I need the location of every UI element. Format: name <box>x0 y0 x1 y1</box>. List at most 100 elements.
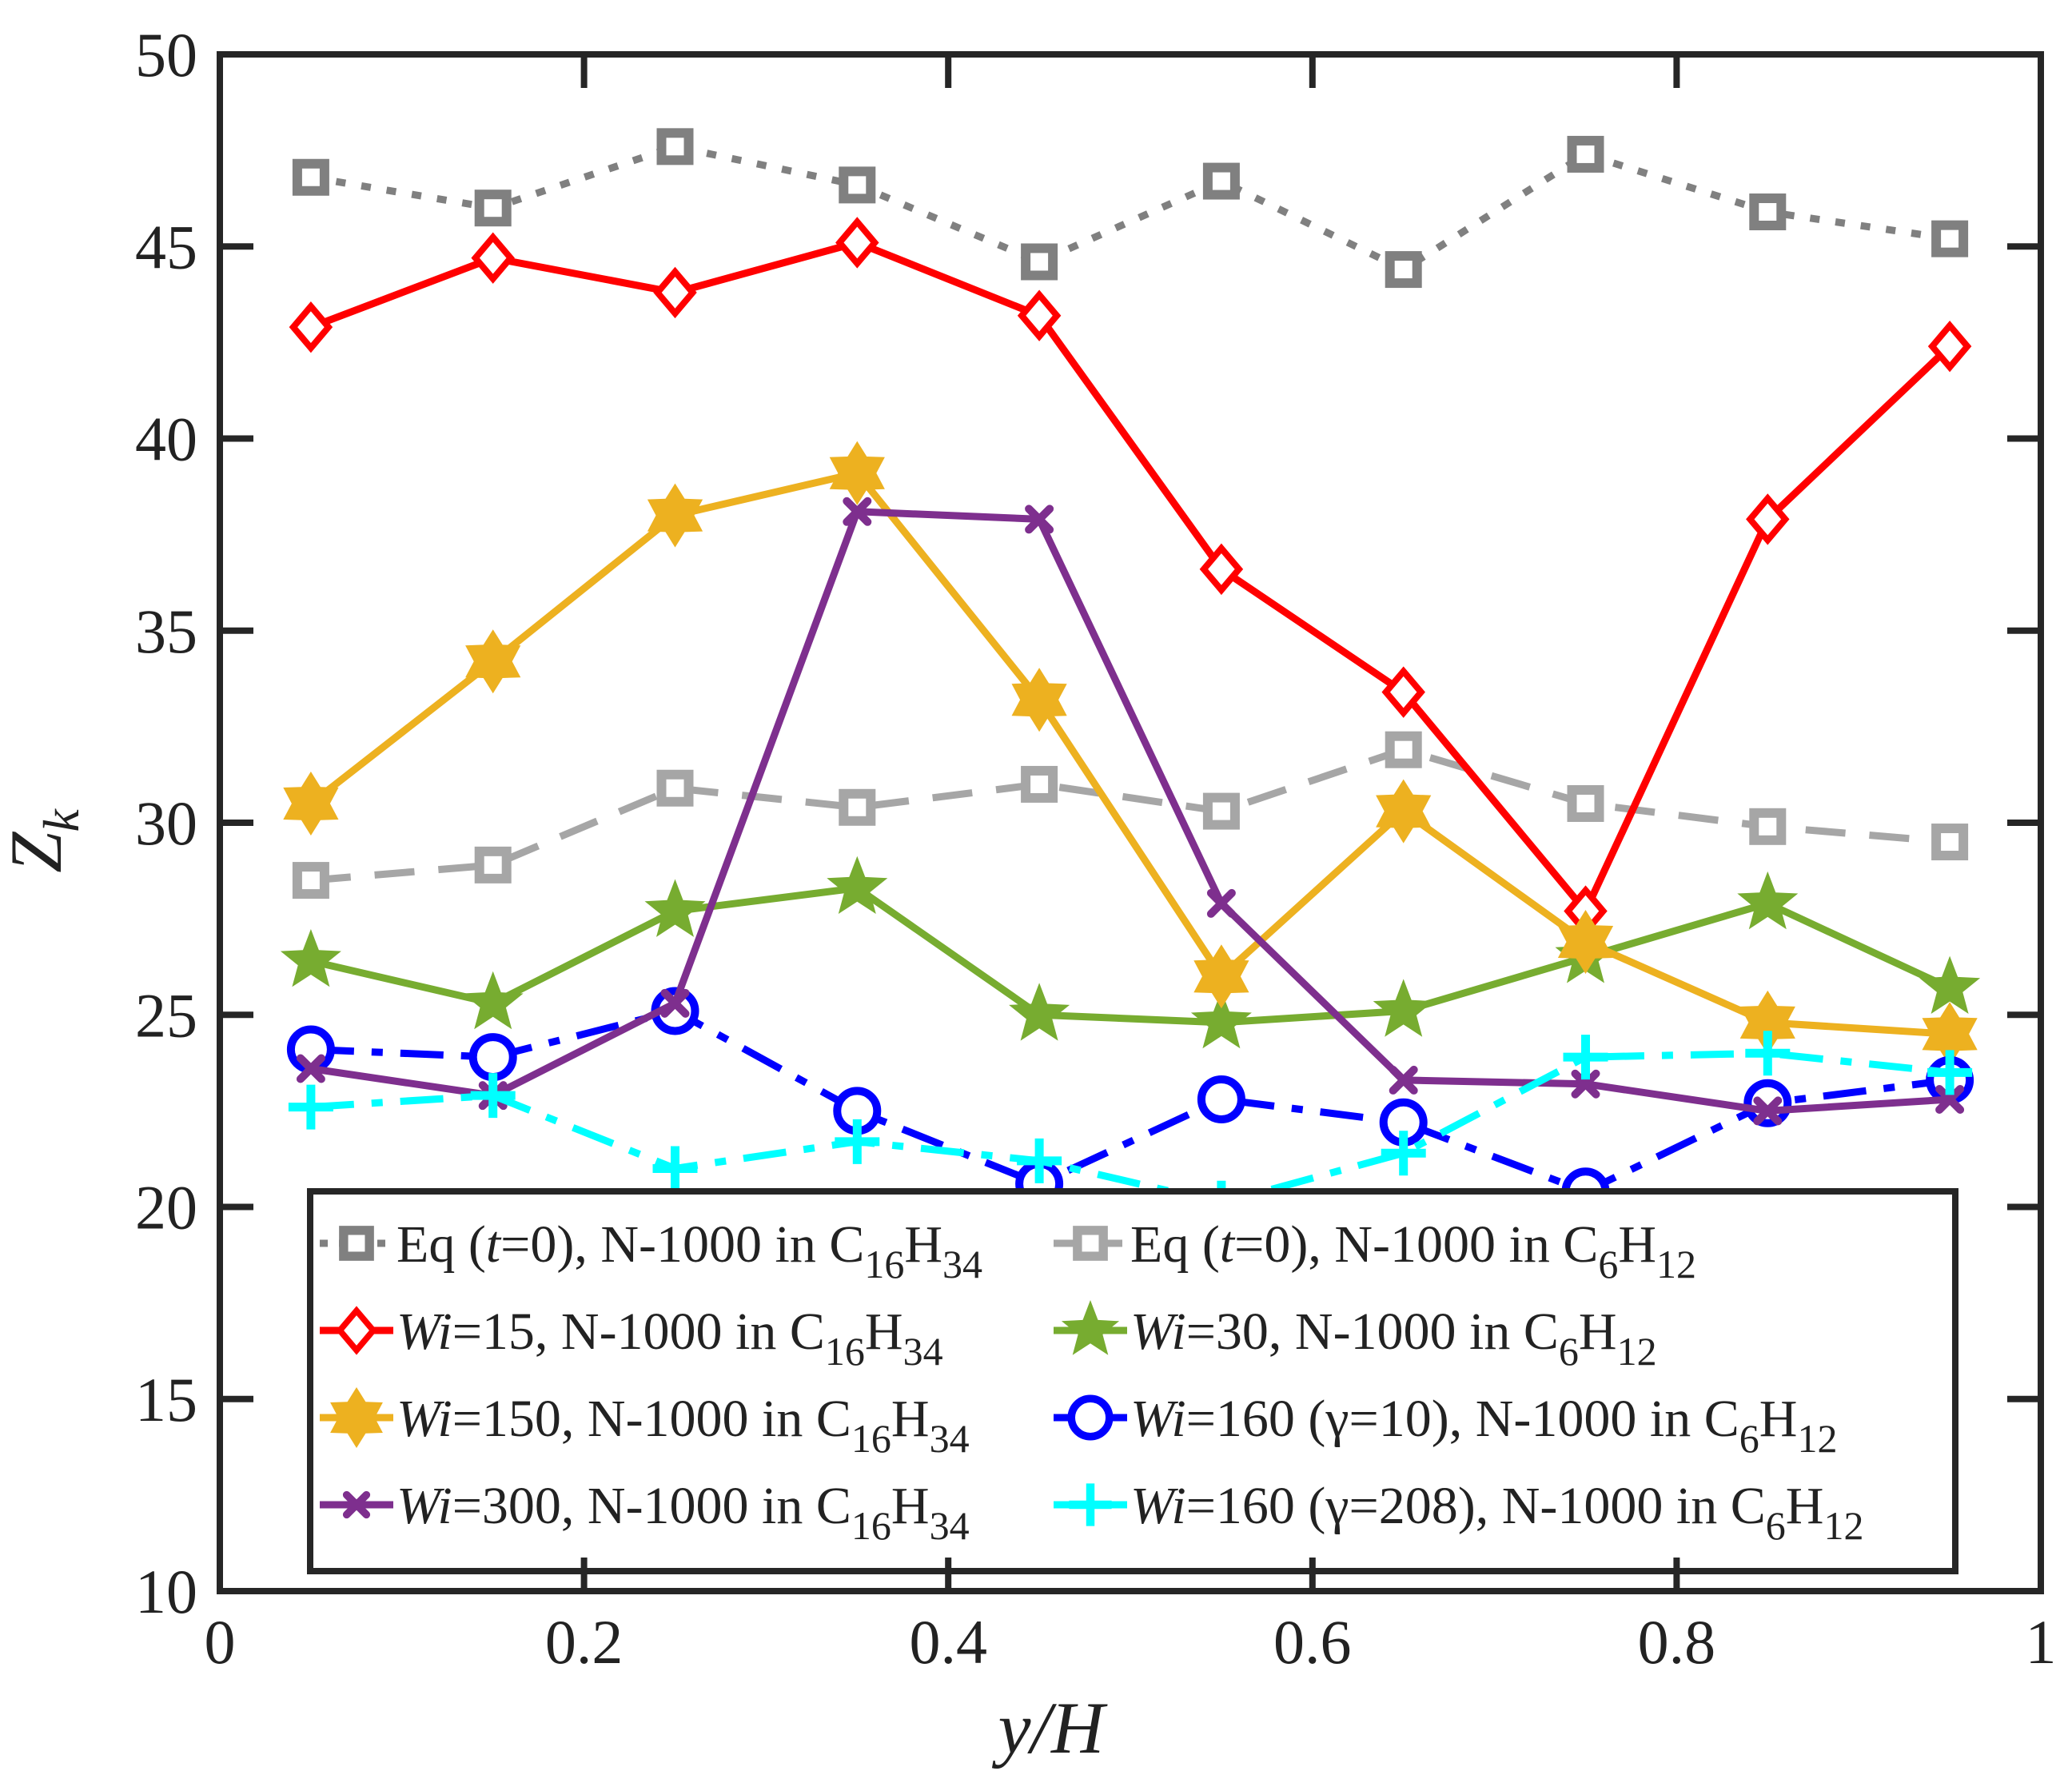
series-3-point <box>1746 493 1790 545</box>
series-4-point <box>827 856 888 914</box>
series-2-point <box>1021 765 1058 803</box>
series-2-point <box>292 862 329 899</box>
legend-label-subscript: 16 <box>825 1329 865 1374</box>
legend-label-subscript: 6 <box>1559 1329 1579 1374</box>
series-1-point <box>839 166 876 204</box>
series-3-point <box>471 232 515 284</box>
legend-entry: Wi=300, N-1000 in C16H34 <box>320 1477 970 1548</box>
series-1-point <box>1202 162 1240 200</box>
legend-label-italic: Wi <box>396 1302 452 1361</box>
series-3-point <box>653 266 697 319</box>
legend-label: Wi=160 (γ=10), N-1000 in C6H12 <box>1130 1390 1837 1461</box>
x-tick-label: 0.6 <box>1273 1607 1352 1677</box>
legend-label-element: H <box>1759 1390 1798 1448</box>
series-7-point <box>1571 1069 1600 1099</box>
series-2-point <box>1567 784 1604 822</box>
legend: Eq (t=0), N-1000 in C16H34 Eq (t=0), N-10… <box>307 1188 1958 1574</box>
legend-label-subscript: 34 <box>930 1416 970 1461</box>
legend-label-subscript: 34 <box>930 1503 970 1548</box>
series-3-point <box>1381 666 1425 718</box>
svg-text:Zk: Zk <box>0 808 90 873</box>
legend-entry: Wi=15, N-1000 in C16H34 <box>320 1302 943 1374</box>
series-5-point <box>1193 944 1249 1009</box>
series-4-point <box>280 929 341 987</box>
legend-label-element: H <box>1618 1215 1656 1274</box>
legend-label: Wi=30, N-1000 in C6H12 <box>1130 1302 1657 1374</box>
legend-marker <box>1061 1300 1120 1355</box>
legend-label-subscript: 6 <box>1598 1242 1618 1286</box>
legend-label-italic: t <box>486 1215 502 1274</box>
legend-label-italic: Wi <box>396 1390 452 1448</box>
legend-marker <box>336 1306 377 1355</box>
legend-label-main: =150, N-1000 in C <box>452 1390 851 1448</box>
series-2 <box>292 731 1969 899</box>
legend-label: Wi=15, N-1000 in C16H34 <box>396 1302 943 1374</box>
x-tick-label: 1 <box>2026 1607 2057 1677</box>
legend-label-prefix: Eq ( <box>396 1215 486 1274</box>
series-2-point <box>1749 808 1787 845</box>
legend-label-main: =15, N-1000 in C <box>452 1302 825 1361</box>
series-4-point <box>1737 871 1799 930</box>
series-4-point <box>644 879 706 937</box>
series-4-point <box>1009 983 1070 1041</box>
legend-label-element: H <box>891 1390 930 1448</box>
y-tick-label: 35 <box>135 596 197 666</box>
series-4-point <box>462 971 524 1030</box>
legend-label-element: H <box>891 1477 930 1535</box>
legend-label: Eq (t=0), N-1000 in C16H34 <box>396 1215 982 1286</box>
series-7-line <box>310 508 1950 1115</box>
y-tick-label: 45 <box>135 212 197 281</box>
series-1-point <box>1749 193 1787 231</box>
series-8-point <box>1381 1131 1426 1176</box>
series-3-point <box>835 217 879 269</box>
legend-marker <box>1069 1483 1112 1526</box>
series-2-point <box>656 769 694 807</box>
y-axis-label-subscript: k <box>33 808 90 832</box>
series-5-point <box>1739 990 1795 1055</box>
series-5-point <box>1376 779 1432 844</box>
series-3-point <box>1927 320 1972 373</box>
series-4-line <box>309 884 1951 1027</box>
y-tick-label: 15 <box>135 1365 197 1434</box>
legend-label-element: H <box>865 1302 903 1361</box>
series-1-point <box>656 128 694 166</box>
legend-label-subscript: 6 <box>1766 1503 1786 1548</box>
legend-label: Eq (t=0), N-1000 in C6H12 <box>1130 1215 1696 1286</box>
series-5 <box>283 441 1978 1067</box>
legend-marker <box>1073 1226 1108 1261</box>
legend-label-subscript: 16 <box>864 1242 904 1286</box>
legend-label: Wi=150, N-1000 in C16H34 <box>396 1390 970 1461</box>
x-tick-label: 0.8 <box>1638 1607 1716 1677</box>
legend-entry: Eq (t=0), N-1000 in C16H34 <box>320 1215 982 1286</box>
legend-label-subscript: 12 <box>1617 1329 1657 1374</box>
series-7-point <box>1025 505 1054 534</box>
legend-label-main: =30, N-1000 in C <box>1186 1302 1559 1361</box>
series-2-point <box>474 846 512 884</box>
legend-label-italic: Wi <box>1130 1477 1186 1535</box>
legend-label-main: =160 (γ=10), N-1000 in C <box>1186 1390 1739 1448</box>
series-8-point <box>1563 1035 1608 1080</box>
legend-label-subscript: 16 <box>851 1503 891 1548</box>
series-8-point <box>470 1073 516 1119</box>
series-7-point <box>660 988 690 1018</box>
series-8-point <box>652 1146 698 1191</box>
legend-label-subscript: 34 <box>942 1242 982 1286</box>
series-5-point <box>647 483 703 548</box>
series-3 <box>289 217 1972 937</box>
series-6-point <box>468 1033 517 1082</box>
legend-label-element: H <box>1579 1302 1617 1361</box>
series-5-point <box>283 772 339 836</box>
legend-box <box>307 1188 1958 1574</box>
series-7-point <box>1935 1084 1965 1114</box>
series-8-point <box>1745 1031 1791 1076</box>
legend-label-main: =300, N-1000 in C <box>452 1477 851 1535</box>
y-tick-label: 20 <box>135 1173 197 1243</box>
series-5-point <box>1557 910 1614 974</box>
series-5-line <box>309 469 1950 1038</box>
legend-label-subscript: 12 <box>1797 1416 1837 1461</box>
legend-entry: Wi=30, N-1000 in C6H12 <box>1054 1300 1657 1374</box>
series-4-point <box>1919 955 1981 1014</box>
series-5-point <box>1011 668 1067 732</box>
x-axis-label: y/H <box>992 1687 1108 1769</box>
